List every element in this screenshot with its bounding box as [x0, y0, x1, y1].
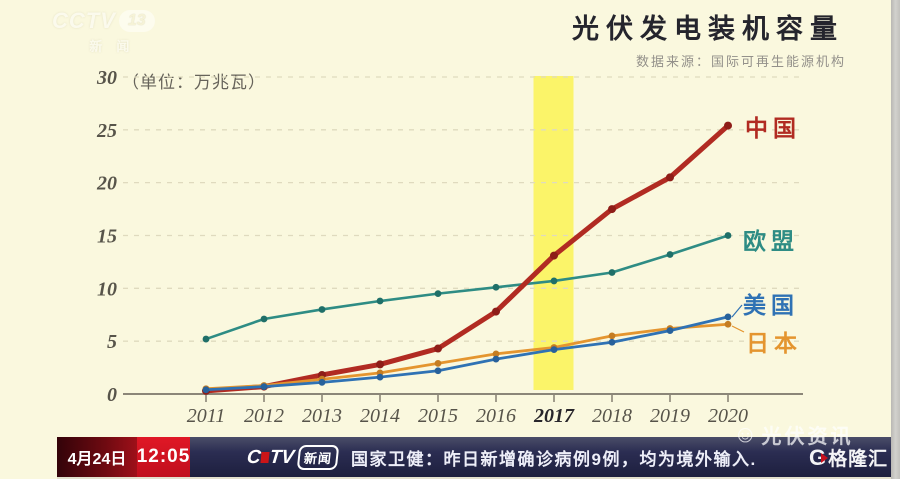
legend-leader-line: [731, 325, 745, 333]
gelonghui-red-triangle-icon: [821, 452, 829, 463]
chart-unit-label: （单位：万兆瓦）: [122, 73, 266, 92]
data-point-欧盟-2012: [260, 315, 268, 323]
y-tick-label-0: 0: [107, 384, 117, 406]
pv-info-watermark-text: 光伏资讯: [761, 426, 854, 448]
data-point-美国-2018: [608, 338, 616, 346]
data-point-中国-2019: [666, 173, 674, 182]
x-tick-label-2012: 2012: [244, 405, 284, 427]
gelonghui-g-icon: G: [809, 444, 829, 470]
data-point-中国-2018: [608, 205, 616, 214]
data-point-美国-2015: [434, 367, 442, 375]
station-logo-brand: CCTV: [52, 8, 116, 33]
legend-label-日本: 日本: [746, 330, 802, 356]
x-tick-label-2014: 2014: [360, 405, 400, 427]
data-point-美国-2019: [666, 327, 674, 334]
y-tick-label-5: 5: [107, 331, 117, 353]
legend-label-中国: 中国: [745, 115, 801, 141]
data-point-美国-2017: [550, 346, 558, 354]
data-point-欧盟-2017: [550, 277, 558, 285]
data-point-日本-2018: [608, 332, 616, 340]
series-line-欧盟: [204, 234, 730, 341]
chart-source: 数据来源：国际可再生能源机构: [636, 54, 847, 69]
series-line-中国: [203, 123, 731, 394]
ticker-date: 4月24日: [57, 437, 137, 477]
legend-label-欧盟: 欧盟: [743, 228, 799, 254]
station-logo-caption: 新闻: [89, 39, 144, 54]
ticker-bar: 4月24日 12:05 C TV 新闻 国家卫健：昨日新增确诊病例9例，均为境外…: [57, 437, 892, 477]
data-point-欧盟-2016: [492, 283, 500, 291]
station-logo-channel: 13: [118, 10, 155, 32]
x-tick-label-2020: 2020: [708, 405, 748, 427]
data-point-中国-2014: [376, 360, 384, 369]
data-point-日本-2015: [434, 359, 442, 367]
gelonghui-watermark: G 格隆汇: [809, 444, 888, 471]
data-point-中国-2015: [434, 344, 442, 353]
x-tick-label-2018: 2018: [592, 405, 632, 427]
data-point-美国-2020: [724, 313, 732, 321]
highlight-band-2017: [533, 76, 574, 390]
y-tick-label-15: 15: [97, 225, 117, 247]
bottom-edge-strip: [57, 477, 892, 479]
series-line-日本: [204, 322, 730, 391]
smiley-icon: ☺: [733, 420, 758, 448]
x-tick-label-2017: 2017: [533, 405, 575, 427]
data-point-中国-2016: [492, 307, 500, 316]
x-tick-label-2019: 2019: [650, 405, 690, 427]
data-point-美国-2013: [318, 378, 326, 386]
cctv-news-logo: C TV 新闻: [245, 444, 340, 470]
y-tick-label-25: 25: [96, 120, 117, 142]
series-line-美国: [204, 315, 730, 392]
legend-leader-line: [731, 304, 743, 318]
cctv-news-logo-caption: 新闻: [296, 444, 340, 470]
right-edge-strip: [891, 0, 900, 479]
data-point-中国-2017: [550, 251, 558, 260]
data-point-美国-2012: [260, 383, 268, 391]
cctv-news-logo-c: C: [245, 446, 262, 467]
x-tick-label-2016: 2016: [476, 405, 516, 427]
data-point-美国-2016: [492, 355, 500, 363]
y-tick-label-30: 30: [96, 67, 117, 89]
news-headline: 国家卫健：昨日新增确诊病例9例，均为境外输入.: [351, 449, 757, 469]
data-point-欧盟-2018: [608, 269, 616, 276]
data-point-欧盟-2011: [202, 335, 210, 343]
data-point-欧盟-2015: [434, 290, 442, 298]
pv-info-watermark: ☺ 光伏资讯: [733, 420, 854, 449]
x-tick-label-2013: 2013: [302, 405, 342, 427]
data-point-日本-2016: [492, 350, 500, 358]
y-tick-label-10: 10: [97, 278, 117, 300]
legend-label-美国: 美国: [743, 292, 799, 318]
ticker-time: 12:05: [137, 437, 190, 477]
x-tick-label-2011: 2011: [187, 405, 226, 427]
data-point-美国-2014: [376, 373, 384, 381]
data-point-欧盟-2020: [724, 232, 732, 239]
y-tick-label-20: 20: [96, 173, 117, 195]
data-point-日本-2020: [724, 320, 732, 328]
data-point-欧盟-2013: [318, 306, 326, 313]
data-point-美国-2011: [202, 386, 210, 394]
station-logo: CCTV 13 新闻: [52, 8, 155, 55]
ticker-news-segment: C TV 新闻 国家卫健：昨日新增确诊病例9例，均为境外输入.: [190, 437, 892, 477]
data-point-中国-2020: [724, 121, 732, 130]
x-tick-label-2015: 2015: [418, 405, 458, 427]
cctv-news-logo-tv: TV: [268, 446, 296, 467]
data-point-欧盟-2014: [376, 297, 384, 305]
chart-title: 光伏发电装机容量: [572, 14, 844, 44]
cctv-logo-red-icon: [260, 451, 270, 463]
gelonghui-watermark-text: 格隆汇: [828, 449, 889, 470]
data-point-欧盟-2019: [666, 251, 674, 258]
